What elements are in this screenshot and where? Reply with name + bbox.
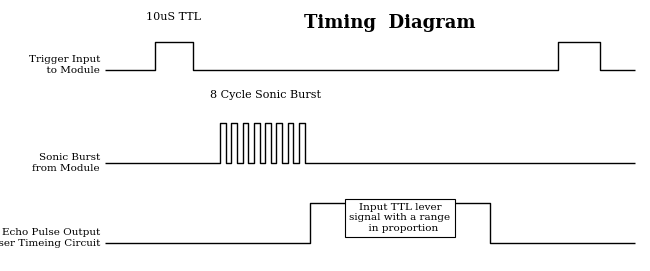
Text: Echo Pulse Output
to User Timeing Circuit: Echo Pulse Output to User Timeing Circui… (0, 228, 100, 248)
Text: 8 Cycle Sonic Burst: 8 Cycle Sonic Burst (209, 90, 320, 100)
Text: Input TTL lever
signal with a range
  in proportion: Input TTL lever signal with a range in p… (350, 203, 450, 233)
Text: Sonic Burst
from Module: Sonic Burst from Module (32, 153, 100, 173)
Text: 10uS TTL: 10uS TTL (146, 12, 202, 22)
Text: Timing  Diagram: Timing Diagram (304, 14, 476, 32)
Text: Trigger Input
  to Module: Trigger Input to Module (29, 55, 100, 75)
